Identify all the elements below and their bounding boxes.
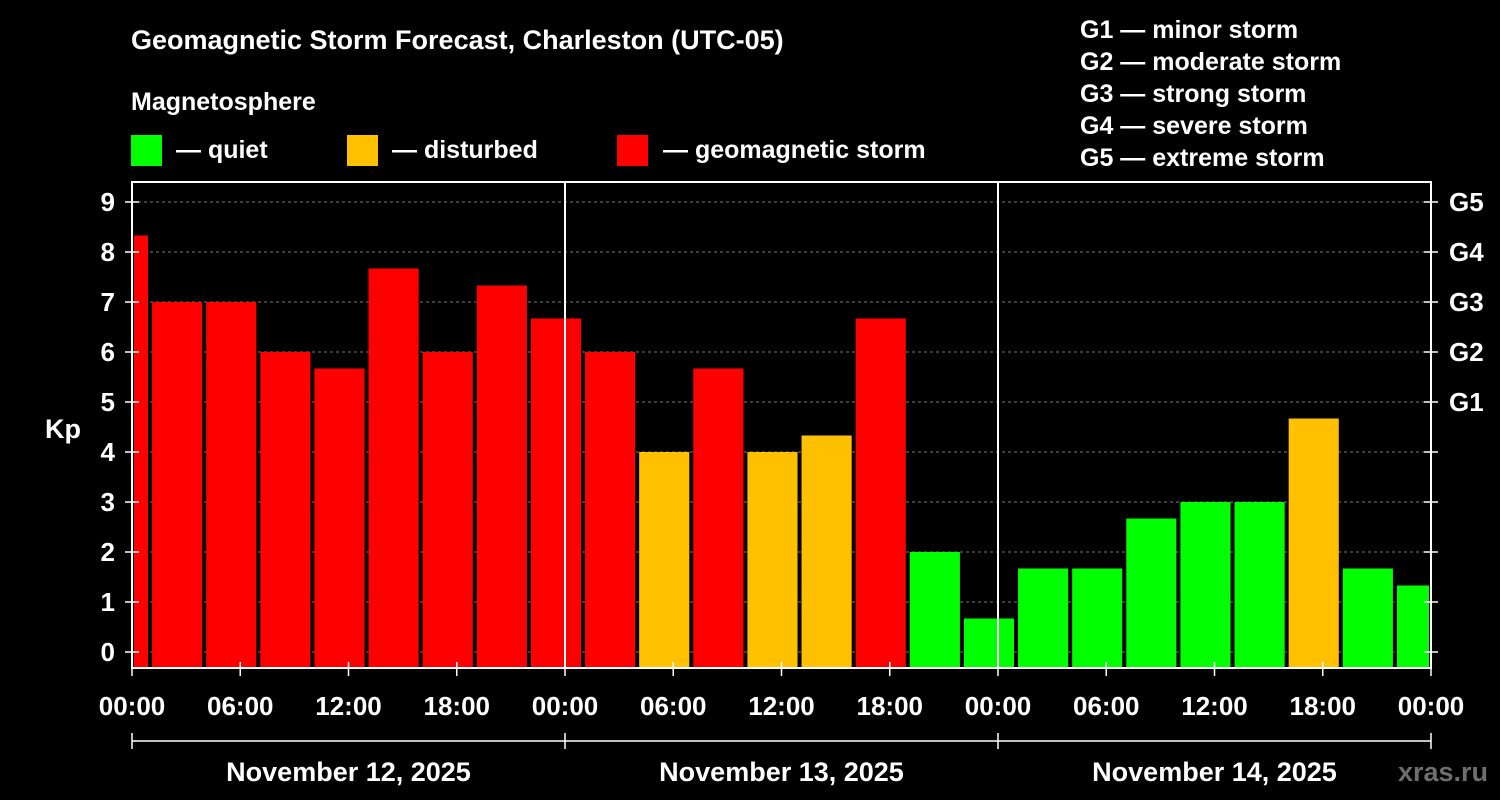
kp-bar-21 <box>1234 502 1285 668</box>
legend-swatch-quiet <box>131 135 162 166</box>
kp-bar-9 <box>585 352 636 668</box>
legend-label-quiet: — quiet <box>176 136 268 164</box>
date-label-2: November 14, 2025 <box>1092 757 1337 787</box>
y-tick-label-8: 8 <box>101 237 115 267</box>
chart-title: Geomagnetic Storm Forecast, Charleston (… <box>131 25 784 55</box>
kp-bar-8 <box>530 318 582 668</box>
kp-bar-13 <box>801 435 852 668</box>
y-tick-label-0: 0 <box>101 637 115 667</box>
storm-scale-g4: G4 — severe storm <box>1080 112 1308 140</box>
y-tick-label-5: 5 <box>101 387 115 417</box>
legend-swatch-storm <box>617 135 648 166</box>
y-tick-label-2: 2 <box>101 537 115 567</box>
kp-bar-0 <box>134 235 149 668</box>
axes-layer: 0 1 2 3 4 5 6 7 8 9 G1 G2 G3 G4 G5 00:00 06:00 12:00 18:00… <box>99 181 1484 787</box>
kp-bar-12 <box>747 452 798 668</box>
y-tick-label-1: 1 <box>101 587 115 617</box>
kp-bar-1 <box>152 302 203 668</box>
y-tick-label-3: 3 <box>101 487 115 517</box>
kp-bar-19 <box>1126 518 1177 668</box>
y-tick-label-4: 4 <box>101 437 116 467</box>
right-tick-label-g3: G3 <box>1449 287 1484 317</box>
kp-bar-11 <box>693 368 744 668</box>
storm-scale-g1: G1 — minor storm <box>1080 16 1298 44</box>
x-tick-label-9: 06:00 <box>1073 691 1140 721</box>
kp-bar-2 <box>206 302 257 668</box>
x-tick-label-1: 06:00 <box>207 691 274 721</box>
kp-bar-3 <box>260 352 311 668</box>
bars-layer <box>134 235 1429 668</box>
x-tick-label-2: 12:00 <box>315 691 382 721</box>
right-tick-label-g1: G1 <box>1449 387 1484 417</box>
x-tick-label-0: 00:00 <box>99 691 166 721</box>
legend-label-storm: — geomagnetic storm <box>663 136 926 164</box>
x-tick-label-11: 18:00 <box>1290 691 1357 721</box>
kp-bar-6 <box>422 352 473 668</box>
x-tick-label-12: 00:00 <box>1398 691 1465 721</box>
kp-bar-18 <box>1072 568 1123 668</box>
date-label-1: November 13, 2025 <box>659 757 904 787</box>
right-tick-label-g2: G2 <box>1449 337 1484 367</box>
x-tick-label-10: 12:00 <box>1181 691 1248 721</box>
kp-bar-22 <box>1288 418 1339 668</box>
x-tick-label-8: 00:00 <box>965 691 1032 721</box>
date-label-0: November 12, 2025 <box>226 757 471 787</box>
kp-bar-5 <box>368 268 419 668</box>
storm-scale-g2: G2 — moderate storm <box>1080 48 1341 76</box>
legend-label-disturbed: — disturbed <box>392 136 538 164</box>
storm-scale-g5: G5 — extreme storm <box>1080 144 1325 172</box>
y-tick-label-6: 6 <box>101 337 115 367</box>
kp-bar-15 <box>909 552 960 668</box>
kp-bar-16 <box>963 618 1015 668</box>
y-axis-label: Kp <box>45 414 81 444</box>
x-tick-label-5: 06:00 <box>640 691 707 721</box>
x-tick-label-4: 00:00 <box>532 691 599 721</box>
kp-bar-7 <box>476 285 527 668</box>
kp-bar-23 <box>1342 568 1393 668</box>
y-tick-label-7: 7 <box>101 287 115 317</box>
right-tick-label-g4: G4 <box>1449 237 1484 267</box>
x-tick-label-6: 12:00 <box>748 691 815 721</box>
kp-bar-20 <box>1180 502 1231 668</box>
x-tick-label-3: 18:00 <box>424 691 491 721</box>
storm-scale-g3: G3 — strong storm <box>1080 80 1306 108</box>
storm-scale-list: G1 — minor storm G2 — moderate storm G3 … <box>1080 16 1341 172</box>
kp-bar-24 <box>1396 585 1429 668</box>
kp-bar-14 <box>855 318 906 668</box>
kp-bar-4 <box>314 368 365 668</box>
right-tick-label-g5: G5 <box>1449 187 1484 217</box>
watermark: xras.ru <box>1398 757 1488 787</box>
kp-bar-10 <box>639 452 690 668</box>
x-tick-label-7: 18:00 <box>857 691 924 721</box>
legend-title: Magnetosphere <box>131 88 316 116</box>
y-tick-label-9: 9 <box>101 187 115 217</box>
kp-bar-17 <box>1018 568 1069 668</box>
legend-swatch-disturbed <box>347 135 378 166</box>
